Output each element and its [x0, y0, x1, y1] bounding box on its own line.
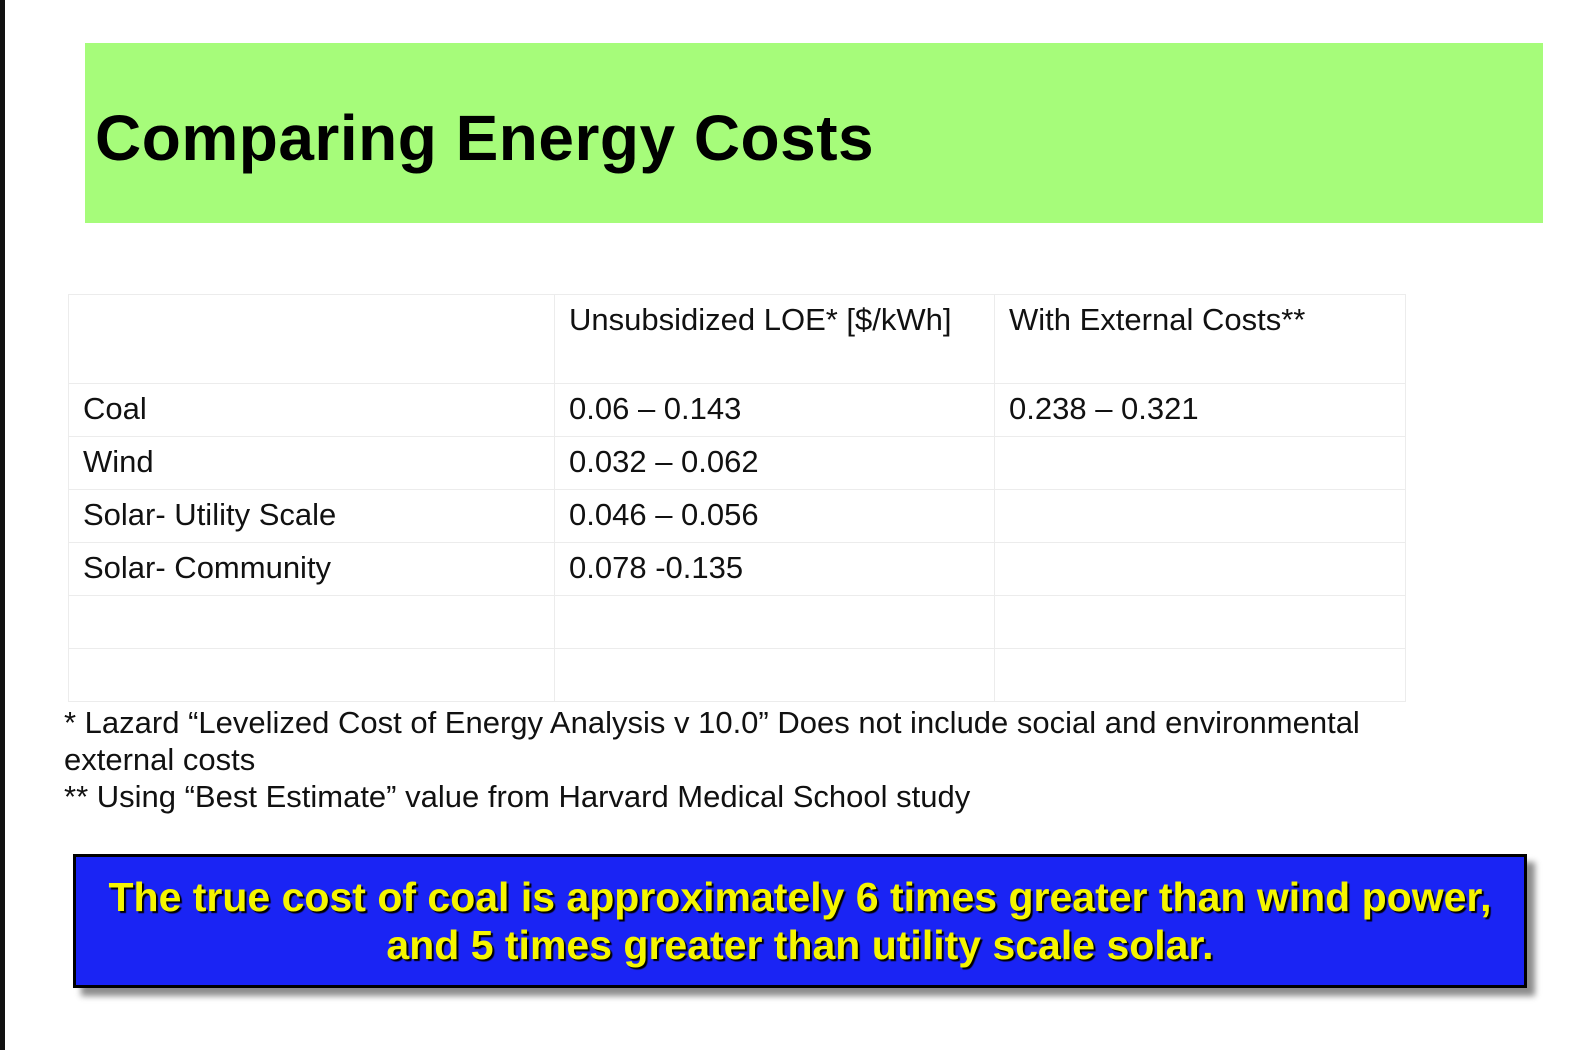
cell-external	[994, 595, 1406, 649]
cell-unsubsidized	[554, 648, 995, 702]
table-row	[68, 595, 1406, 649]
cell-external	[994, 648, 1406, 702]
cell-external	[994, 436, 1406, 490]
cell-unsubsidized: 0.078 -0.135	[554, 542, 995, 596]
conclusion-callout-box: The true cost of coal is approximately 6…	[73, 854, 1527, 988]
table-row: Solar- Community 0.078 -0.135	[68, 542, 1406, 596]
footnote-harvard: ** Using “Best Estimate” value from Harv…	[64, 779, 971, 814]
footnote-lazard: * Lazard “Levelized Cost of Energy Analy…	[64, 705, 1360, 777]
footnotes: * Lazard “Levelized Cost of Energy Analy…	[64, 704, 1424, 815]
energy-cost-table: Unsubsidized LOE* [$/kWh] With External …	[68, 294, 1406, 702]
cell-unsubsidized: 0.032 – 0.062	[554, 436, 995, 490]
header-cell-source	[68, 294, 555, 384]
table-row: Coal 0.06 – 0.143 0.238 – 0.321	[68, 383, 1406, 437]
slide-title: Comparing Energy Costs	[95, 102, 875, 174]
slide-left-edge	[0, 0, 5, 1050]
cell-unsubsidized: 0.046 – 0.056	[554, 489, 995, 543]
cell-source: Coal	[68, 383, 555, 437]
table-row: Solar- Utility Scale 0.046 – 0.056	[68, 489, 1406, 543]
table-header-row: Unsubsidized LOE* [$/kWh] With External …	[68, 294, 1406, 384]
cell-unsubsidized: 0.06 – 0.143	[554, 383, 995, 437]
cell-source	[68, 595, 555, 649]
title-banner: Comparing Energy Costs	[85, 43, 1543, 223]
conclusion-text: The true cost of coal is approximately 6…	[108, 874, 1492, 968]
cell-external	[994, 489, 1406, 543]
cell-external: 0.238 – 0.321	[994, 383, 1406, 437]
table-row	[68, 648, 1406, 702]
header-cell-external: With External Costs**	[994, 294, 1406, 384]
cell-source: Solar- Community	[68, 542, 555, 596]
cell-source: Wind	[68, 436, 555, 490]
cell-source: Solar- Utility Scale	[68, 489, 555, 543]
cell-source	[68, 648, 555, 702]
table-row: Wind 0.032 – 0.062	[68, 436, 1406, 490]
header-cell-unsubsidized: Unsubsidized LOE* [$/kWh]	[554, 294, 995, 384]
cell-external	[994, 542, 1406, 596]
cell-unsubsidized	[554, 595, 995, 649]
